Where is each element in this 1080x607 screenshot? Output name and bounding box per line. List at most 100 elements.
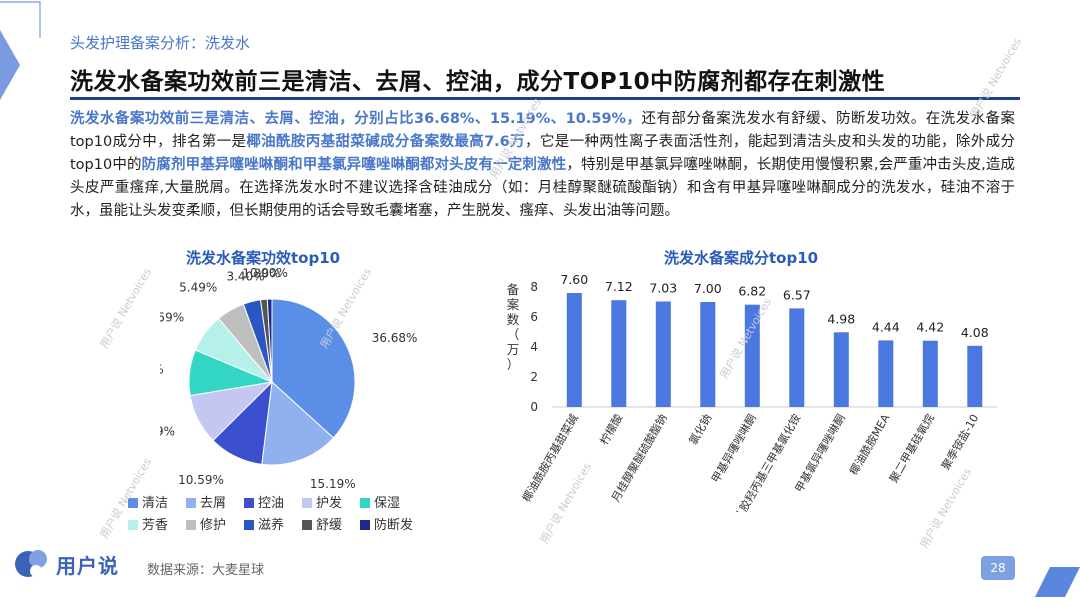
- bar-value-label: 4.44: [872, 319, 900, 334]
- x-tick-label: 柠檬酸: [597, 412, 626, 448]
- pie-slice: [261, 380, 335, 466]
- legend-label: 清洁: [142, 496, 169, 511]
- bar-value-label: 7.60: [560, 272, 588, 287]
- body-text: ，特别是甲基氯异噻唑啉酮，长期使用慢慢积累,会严重冲击头皮,造成头皮严重瘙痒,大…: [70, 157, 1016, 219]
- bar-value-label: 7.00: [694, 281, 722, 296]
- y-tick-label: 2: [530, 370, 538, 384]
- body-text: 还有部分备案洗发水有舒缓、防断发功效。在洗发水备案top10成分中，排名第一是: [70, 111, 1015, 150]
- bar: [655, 301, 671, 407]
- bar-value-label: 4.08: [961, 325, 989, 340]
- legend-swatch: [186, 520, 196, 530]
- bar: [566, 293, 582, 407]
- legend-label: 保湿: [374, 496, 401, 511]
- pie-label: 8.89%: [160, 363, 164, 377]
- bar: [922, 340, 938, 407]
- legend-item: 保湿: [360, 493, 418, 515]
- x-tick-label: 氯化钠: [686, 412, 715, 448]
- bar: [967, 345, 983, 407]
- x-tick-label: 甲基异噻唑啉酮: [708, 412, 759, 486]
- corner-decoration-br: [1035, 567, 1080, 597]
- pie-legend: 清洁 去屑 控油 护发 保湿芳香 修护 滋养 舒缓 防断发: [128, 493, 428, 537]
- x-tick-label: 聚季铵盐-10: [938, 412, 981, 473]
- legend-item: 芳香: [128, 515, 186, 537]
- legend-swatch: [302, 520, 312, 530]
- legend-item: 舒缓: [302, 515, 360, 537]
- y-axis-label: 备案数（万）: [507, 282, 520, 372]
- legend-swatch: [360, 520, 370, 530]
- highlight-text: 椰油酰胺丙基甜菜碱成分备案数最高7.6万: [246, 134, 525, 150]
- y-tick-label: 6: [530, 310, 538, 324]
- legend-swatch: [128, 520, 138, 530]
- legend-swatch: [186, 498, 196, 508]
- highlight-text: 防腐剂甲基异噻唑啉酮和甲基氯异噻唑啉酮都对头皮有一定刺激性: [141, 157, 567, 173]
- page-title: 洗发水备案功效前三是清洁、去屑、控油，成分TOP10中防腐剂都存在刺激性: [70, 69, 886, 95]
- bar: [611, 300, 627, 407]
- bar-value-label: 6.57: [783, 287, 811, 302]
- legend-label: 芳香: [142, 518, 169, 533]
- legend-swatch: [128, 498, 138, 508]
- pie-label: 15.19%: [310, 477, 356, 490]
- legend-item: 清洁: [128, 493, 186, 515]
- legend-swatch: [244, 520, 254, 530]
- logo-icon: [15, 550, 47, 577]
- pie-label: 7.59%: [160, 310, 184, 324]
- data-source: 数据来源：大麦星球: [147, 563, 265, 578]
- pie-slice: [271, 298, 356, 439]
- legend-label: 舒缓: [316, 518, 343, 533]
- legend-item: 滋养: [244, 515, 302, 537]
- bar: [878, 340, 894, 407]
- legend-item: 防断发: [360, 515, 418, 537]
- x-tick-label: 椰油酰胺MEA: [846, 411, 892, 477]
- highlight-text: 洗发水备案功效前三是清洁、去屑、控油，分别占比36.68%、15.19%、10.…: [70, 111, 642, 127]
- legend-label: 去屑: [200, 496, 227, 511]
- bar-value-label: 4.42: [916, 320, 944, 335]
- legend-swatch: [302, 498, 312, 508]
- x-tick-label: 瓜儿胶羟丙基三甲基氯化铵: [725, 412, 803, 513]
- pie-chart: 36.68% 15.19% 10.59% 9.79% 8.89% 7.59% 5.49% 3.…: [160, 266, 418, 490]
- pie-label: 10.59%: [178, 473, 224, 487]
- logo: 用户说: [14, 546, 119, 582]
- body-text: ，它是一种两性离子表面活性剂，能起到清洁头皮和头发的功能，除外成分top10中的: [70, 134, 1015, 173]
- pie-label: 36.68%: [372, 331, 418, 345]
- legend-label: 控油: [258, 496, 285, 511]
- title-underline: [70, 97, 1020, 100]
- page-number: 28: [981, 556, 1015, 580]
- pie-label: 9.79%: [160, 425, 175, 439]
- bar: [789, 308, 805, 407]
- pie-label: 0.90%: [250, 266, 288, 280]
- bar: [700, 302, 716, 407]
- legend-item: 控油: [244, 493, 302, 515]
- x-tick-label: 椰油酰胺丙基甜菜碱: [519, 412, 581, 505]
- legend-label: 防断发: [374, 518, 414, 533]
- legend-label: 护发: [316, 496, 343, 511]
- legend-label: 滋养: [258, 518, 285, 533]
- legend-swatch: [360, 498, 370, 508]
- legend-item: 修护: [186, 515, 244, 537]
- y-tick-label: 0: [530, 400, 538, 414]
- y-tick-label: 8: [530, 280, 538, 294]
- pie-slice: [266, 298, 273, 383]
- pie-label: 3.40%: [226, 269, 264, 283]
- section-label: 头发护理备案分析：洗发水: [70, 34, 251, 52]
- bar-value-label: 7.12: [605, 279, 633, 294]
- summary-paragraph: 洗发水备案功效前三是清洁、去屑、控油，分别占比36.68%、15.19%、10.…: [70, 108, 1015, 223]
- bar: [833, 332, 849, 407]
- bar-value-label: 6.82: [738, 284, 766, 299]
- logo-text: 用户说: [56, 553, 119, 578]
- pie-label: 5.49%: [179, 281, 217, 295]
- legend-item: 护发: [302, 493, 360, 515]
- bar: [744, 304, 760, 407]
- x-tick-label: 聚二甲基硅氧烷: [886, 412, 937, 486]
- bar-chart: 02468备案数（万）7.60椰油酰胺丙基甜菜碱7.12柠檬酸7.03月桂醇聚醚…: [507, 272, 997, 513]
- legend-item: 去屑: [186, 493, 244, 515]
- legend-swatch: [244, 498, 254, 508]
- corner-decoration: [0, 1, 41, 100]
- bar-chart-title: 洗发水备案成分top10: [664, 249, 819, 267]
- legend-label: 修护: [200, 518, 227, 533]
- pie-label: 1.30%: [242, 267, 280, 281]
- watermark: 用户说 Netvoices: [97, 265, 155, 351]
- bar-value-label: 7.03: [649, 281, 677, 296]
- bar-value-label: 4.98: [827, 311, 855, 326]
- y-tick-label: 4: [530, 340, 538, 354]
- pie-chart-title: 洗发水备案功效top10: [186, 249, 341, 267]
